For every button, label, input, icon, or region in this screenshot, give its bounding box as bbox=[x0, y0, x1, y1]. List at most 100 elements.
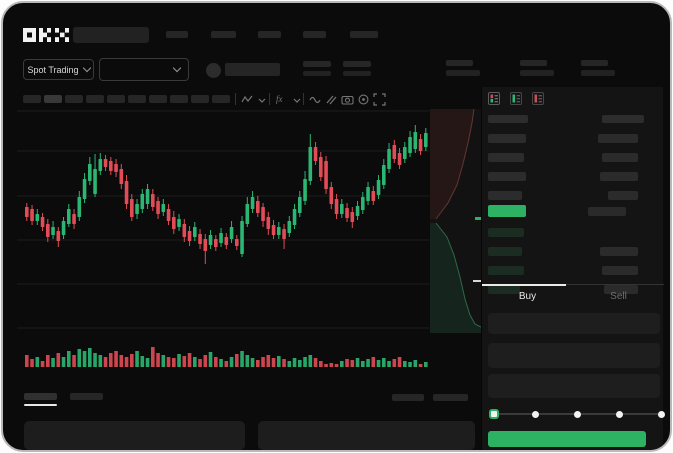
pair-selector-dropdown[interactable] bbox=[99, 58, 189, 81]
candle-body bbox=[166, 209, 171, 221]
bottom-action-skeleton[interactable] bbox=[433, 394, 468, 401]
orderbook-price-skeleton bbox=[488, 266, 524, 275]
stat-skeleton bbox=[446, 70, 480, 76]
bids-book-icon[interactable] bbox=[510, 92, 522, 105]
volume-bar bbox=[424, 362, 428, 367]
fullscreen-icon[interactable] bbox=[373, 93, 386, 106]
candle-body bbox=[376, 180, 381, 195]
orderbook-row[interactable] bbox=[482, 280, 644, 299]
interval-zigzag-icon[interactable] bbox=[241, 93, 254, 106]
orderbook-row[interactable] bbox=[482, 129, 644, 148]
orderbook-row[interactable] bbox=[482, 186, 644, 205]
candle-body bbox=[51, 227, 55, 235]
depth-ask-area bbox=[430, 109, 474, 219]
candle-body bbox=[40, 217, 45, 227]
orderbook-price-skeleton bbox=[488, 191, 522, 200]
chevron-down-icon[interactable] bbox=[257, 95, 270, 108]
timeframe-chip[interactable] bbox=[65, 95, 83, 103]
volume-bar bbox=[235, 354, 239, 367]
bottom-tab-open-orders[interactable] bbox=[24, 393, 57, 400]
candle-body bbox=[308, 147, 313, 181]
tab-sell[interactable]: Sell bbox=[573, 285, 664, 307]
candle-body bbox=[193, 227, 197, 237]
candle-body bbox=[224, 237, 229, 245]
total-input[interactable] bbox=[488, 374, 660, 398]
timeframe-chip[interactable] bbox=[128, 95, 146, 103]
buy-submit-button[interactable] bbox=[488, 431, 646, 447]
nav-item-5[interactable] bbox=[350, 31, 378, 38]
volume-bar bbox=[203, 355, 208, 367]
candle-body bbox=[30, 209, 34, 221]
volume-bar bbox=[261, 357, 265, 367]
timeframe-chip[interactable] bbox=[86, 95, 104, 103]
coin-avatar bbox=[206, 63, 221, 78]
slider-stop[interactable] bbox=[532, 410, 540, 418]
volume-bar bbox=[219, 359, 223, 367]
indicators-fx-icon[interactable]: fx bbox=[275, 92, 288, 105]
depth-mid-marker bbox=[475, 217, 481, 220]
bottom-action-skeleton[interactable] bbox=[392, 394, 424, 401]
nav-item-3[interactable] bbox=[258, 31, 281, 38]
asks-book-icon[interactable] bbox=[532, 92, 544, 105]
timeframe-chip[interactable] bbox=[107, 95, 125, 103]
okx-logo[interactable]: OKX bbox=[23, 28, 69, 42]
orderbook-row[interactable] bbox=[482, 261, 644, 280]
nav-item-4[interactable] bbox=[303, 31, 326, 38]
timeframe-chip[interactable] bbox=[212, 95, 230, 103]
nav-item-2[interactable] bbox=[211, 31, 236, 38]
combined-book-icon[interactable] bbox=[488, 92, 500, 105]
global-search-input[interactable] bbox=[73, 27, 149, 43]
volume-bar bbox=[319, 361, 323, 367]
timeframe-chip[interactable] bbox=[191, 95, 209, 103]
candle-body bbox=[229, 227, 234, 239]
orderbook-amount-skeleton bbox=[600, 172, 638, 181]
volume-bar bbox=[250, 358, 255, 367]
orderbook-row[interactable] bbox=[482, 242, 644, 261]
orderbook-row[interactable] bbox=[482, 167, 644, 186]
orderbook-row[interactable] bbox=[482, 223, 644, 242]
line-tool-icon[interactable] bbox=[309, 93, 322, 106]
amount-slider[interactable] bbox=[489, 408, 665, 420]
chevron-down-icon[interactable] bbox=[292, 95, 305, 108]
timeframe-chip[interactable] bbox=[149, 95, 167, 103]
volume-bar bbox=[151, 347, 155, 367]
slider-stop[interactable] bbox=[574, 410, 581, 418]
volume-bar bbox=[387, 361, 391, 367]
candle-body bbox=[219, 233, 223, 243]
volume-bar bbox=[166, 357, 171, 367]
price-input[interactable] bbox=[488, 313, 660, 334]
tab-buy[interactable]: Buy bbox=[482, 285, 573, 307]
candle-body bbox=[277, 227, 281, 235]
candle-body bbox=[418, 139, 423, 151]
toolbar-divider bbox=[303, 93, 304, 105]
nav-item-1[interactable] bbox=[166, 31, 188, 38]
settings-gear-icon[interactable] bbox=[357, 93, 370, 106]
orderbook-price-skeleton bbox=[488, 134, 526, 143]
bottom-tab-order-history[interactable] bbox=[70, 393, 103, 400]
timeframe-chip[interactable] bbox=[23, 95, 41, 103]
volume-bar bbox=[224, 361, 229, 367]
depth-chart[interactable] bbox=[430, 109, 481, 333]
orderbook-last-price-row[interactable] bbox=[482, 205, 644, 219]
slider-stop[interactable] bbox=[657, 410, 665, 418]
camera-icon[interactable] bbox=[341, 93, 354, 106]
candlestick-chart[interactable] bbox=[17, 109, 429, 371]
timeframe-chip[interactable] bbox=[44, 95, 62, 103]
slider-handle[interactable] bbox=[489, 409, 499, 419]
volume-bar bbox=[88, 348, 92, 367]
volume-bar bbox=[271, 358, 276, 367]
candle-body bbox=[151, 194, 155, 207]
candle-body bbox=[298, 197, 302, 213]
brush-tool-icon[interactable] bbox=[325, 93, 338, 106]
candle-body bbox=[182, 224, 187, 237]
slider-stop[interactable] bbox=[615, 410, 623, 418]
orderbook-row[interactable] bbox=[482, 148, 644, 167]
volume-bar bbox=[308, 355, 313, 367]
candle-body bbox=[119, 169, 124, 184]
market-type-dropdown[interactable]: Spot Trading bbox=[23, 59, 94, 80]
timeframe-chip[interactable] bbox=[170, 95, 188, 103]
amount-input[interactable] bbox=[488, 343, 660, 368]
volume-bar bbox=[187, 353, 192, 367]
